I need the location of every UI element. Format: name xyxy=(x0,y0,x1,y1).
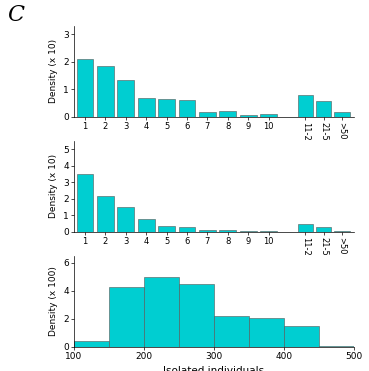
Bar xyxy=(97,66,114,117)
Bar xyxy=(109,287,144,347)
X-axis label: Traced cases: Traced cases xyxy=(180,266,248,276)
Bar xyxy=(260,114,277,117)
Text: C: C xyxy=(7,4,24,26)
Bar xyxy=(240,115,256,117)
Bar xyxy=(284,326,319,347)
Bar xyxy=(334,230,350,232)
Bar xyxy=(316,101,331,117)
Bar xyxy=(138,98,155,117)
Bar xyxy=(179,100,195,117)
Y-axis label: Density (x 100): Density (x 100) xyxy=(49,266,58,336)
Bar xyxy=(77,59,93,117)
X-axis label: Isolated individuals: Isolated individuals xyxy=(163,366,265,371)
Bar xyxy=(214,316,249,347)
Bar xyxy=(179,227,195,232)
X-axis label: Cases: Cases xyxy=(199,151,230,161)
Y-axis label: Density (x 10): Density (x 10) xyxy=(49,154,58,219)
Bar xyxy=(199,112,216,117)
Bar xyxy=(117,207,134,232)
Bar xyxy=(334,112,350,117)
Bar xyxy=(240,231,256,232)
Bar xyxy=(179,284,214,347)
Bar xyxy=(158,99,175,117)
Bar xyxy=(260,231,277,232)
Bar xyxy=(316,227,331,232)
Bar xyxy=(97,196,114,232)
Bar xyxy=(298,95,313,117)
Bar xyxy=(117,80,134,117)
Bar xyxy=(298,224,313,232)
Bar xyxy=(74,341,109,347)
Bar xyxy=(144,277,179,347)
Bar xyxy=(77,174,93,232)
Bar xyxy=(319,346,354,347)
Y-axis label: Density (x 10): Density (x 10) xyxy=(49,39,58,104)
Bar xyxy=(158,226,175,232)
Bar xyxy=(220,111,236,117)
Bar xyxy=(138,220,155,232)
Bar xyxy=(249,318,284,347)
Bar xyxy=(199,230,216,232)
Bar xyxy=(220,230,236,232)
